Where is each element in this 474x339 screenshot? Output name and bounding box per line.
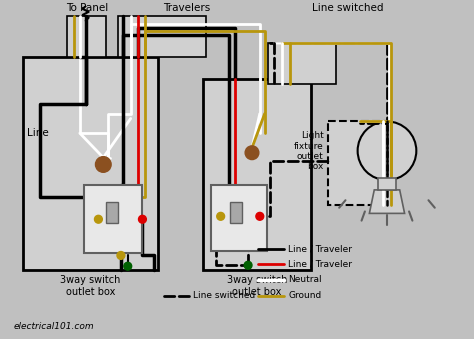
Bar (106, 202, 118, 223)
Text: electrical101.com: electrical101.com (14, 322, 95, 331)
Circle shape (95, 157, 111, 172)
Circle shape (217, 213, 225, 220)
Circle shape (138, 215, 146, 223)
Circle shape (256, 213, 264, 220)
Text: Ground: Ground (288, 291, 321, 300)
Text: 3way switch
outlet box: 3way switch outlet box (227, 275, 287, 297)
Bar (230, 202, 242, 223)
Bar (203, 79, 310, 270)
Text: 3-wire NM: 3-wire NM (137, 20, 187, 30)
Text: Line / Traveler: Line / Traveler (288, 260, 352, 269)
Text: Line switched: Line switched (193, 291, 255, 300)
Bar (84, 185, 142, 254)
Bar (268, 43, 336, 84)
Bar (118, 16, 206, 57)
Bar (378, 178, 396, 190)
Polygon shape (369, 190, 405, 213)
Text: To Panel: To Panel (66, 3, 109, 13)
Text: Line / Traveler: Line / Traveler (288, 244, 352, 253)
Text: Line switched: Line switched (312, 3, 383, 13)
Text: Travelers: Travelers (163, 3, 210, 13)
Bar (328, 121, 387, 204)
Circle shape (244, 261, 252, 269)
Bar (23, 57, 158, 270)
Bar (67, 16, 106, 57)
Circle shape (358, 121, 416, 180)
Circle shape (124, 262, 132, 270)
Text: Neutral: Neutral (288, 275, 322, 284)
Text: Line: Line (27, 128, 49, 138)
Circle shape (117, 252, 125, 259)
Circle shape (245, 146, 259, 160)
Text: 2-wire NM: 2-wire NM (277, 47, 327, 57)
Circle shape (94, 215, 102, 223)
Bar (211, 185, 267, 251)
Text: 3way switch
outlet box: 3way switch outlet box (60, 275, 121, 297)
Text: Light
fixture
outlet
box: Light fixture outlet box (294, 131, 323, 172)
